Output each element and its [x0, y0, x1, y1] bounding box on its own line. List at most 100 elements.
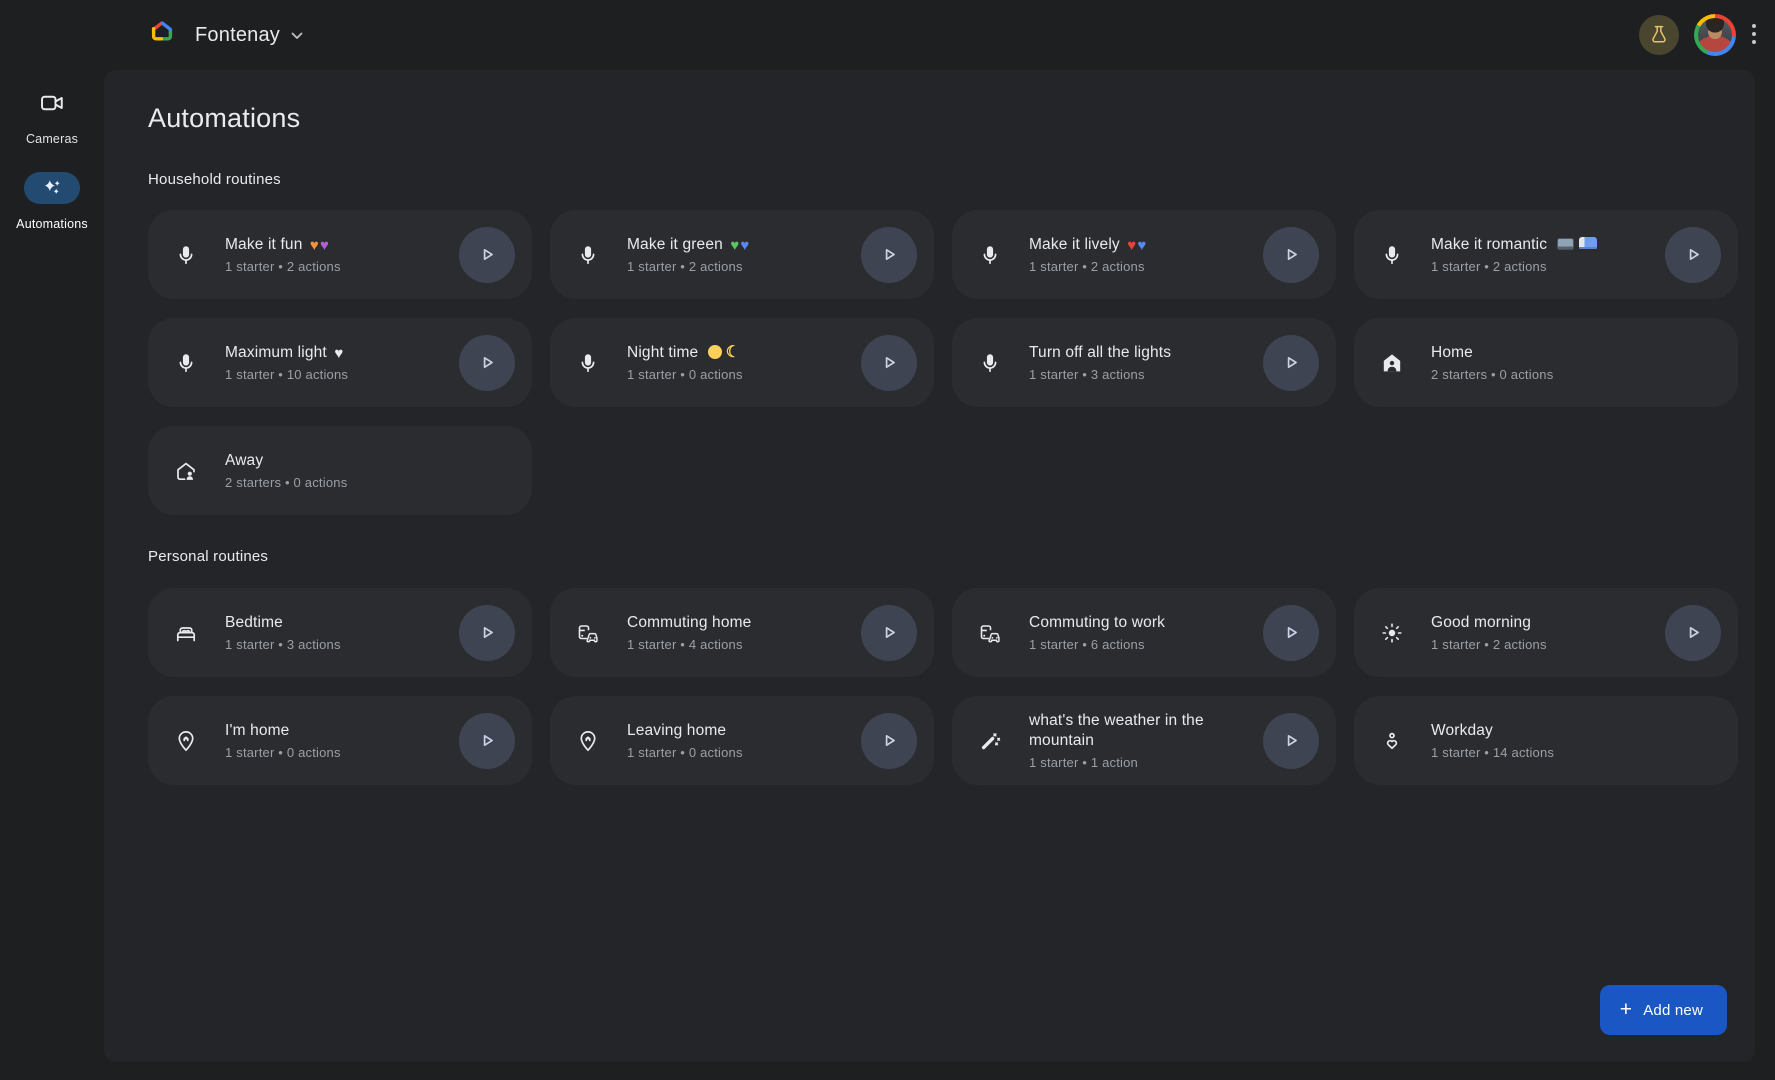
bed-icon	[174, 621, 198, 645]
routine-card[interactable]: Leaving home 1 starter • 0 actions	[550, 696, 934, 785]
routine-subtitle: 1 starter • 10 actions	[225, 367, 349, 382]
routine-text: Away 2 starters • 0 actions	[225, 451, 515, 490]
routine-card-grid: Make it fun ♥♥ 1 starter • 2 actions Make …	[148, 210, 1755, 515]
routine-card[interactable]: Make it lively ♥♥ 1 starter • 2 actions	[952, 210, 1336, 299]
routine-card[interactable]: Workday 1 starter • 14 actions	[1354, 696, 1738, 785]
routine-card[interactable]: Make it green ♥♥ 1 starter • 2 actions	[550, 210, 934, 299]
routine-text: what's the weather in the mountain 1 star…	[1029, 711, 1263, 770]
play-icon	[1282, 245, 1301, 264]
routine-subtitle: 1 starter • 2 actions	[1431, 259, 1547, 274]
sidebar-item-automations[interactable]: Automations	[0, 171, 104, 232]
routine-text: Leaving home 1 starter • 0 actions	[627, 721, 861, 760]
play-button[interactable]	[1665, 226, 1721, 283]
routine-card[interactable]: Maximum light ♥ 1 starter • 10 actions	[148, 318, 532, 407]
routine-subtitle: 2 starters • 0 actions	[225, 475, 348, 490]
routine-subtitle: 1 starter • 2 actions	[225, 259, 341, 274]
routine-card[interactable]: Commuting to work 1 starter • 6 actions	[952, 588, 1336, 677]
play-button[interactable]	[459, 334, 515, 391]
routine-subtitle: 1 starter • 0 actions	[627, 367, 743, 382]
routine-text: Bedtime 1 starter • 3 actions	[225, 613, 459, 652]
more-menu-button[interactable]	[1751, 23, 1757, 48]
routine-card[interactable]: Commuting home 1 starter • 4 actions	[550, 588, 934, 677]
routine-text: Maximum light ♥ 1 starter • 10 actions	[225, 343, 459, 382]
experiments-button[interactable]	[1639, 15, 1679, 55]
routine-text: I'm home 1 starter • 0 actions	[225, 721, 459, 760]
routine-subtitle: 1 starter • 2 actions	[627, 259, 743, 274]
routine-text: Make it green ♥♥ 1 starter • 2 actions	[627, 235, 861, 274]
play-icon	[1282, 353, 1301, 372]
routine-subtitle: 1 starter • 0 actions	[627, 745, 743, 760]
mic-icon	[978, 351, 1002, 375]
add-new-button[interactable]: + Add new	[1599, 985, 1727, 1035]
play-button[interactable]	[1665, 604, 1721, 661]
play-icon	[478, 245, 497, 264]
home-person-icon	[1380, 351, 1404, 375]
routine-card[interactable]: I'm home 1 starter • 0 actions	[148, 696, 532, 785]
routine-card[interactable]: Turn off all the lights 1 starter • 3 act…	[952, 318, 1336, 407]
play-icon	[880, 731, 899, 750]
home-away-icon	[174, 459, 198, 483]
routine-subtitle: 1 starter • 4 actions	[627, 637, 743, 652]
routine-card[interactable]: Good morning 1 starter • 2 actions	[1354, 588, 1738, 677]
emoji	[1556, 238, 1574, 250]
routine-card-grid: Bedtime 1 starter • 3 actions Commuting ho…	[148, 588, 1755, 785]
account-avatar[interactable]	[1694, 14, 1736, 56]
emoji: ♥	[740, 237, 750, 254]
routine-subtitle: 1 starter • 14 actions	[1431, 745, 1555, 760]
top-bar: Fontenay	[0, 0, 1775, 70]
section-title: Household routines	[148, 171, 281, 188]
routine-subtitle: 1 starter • 6 actions	[1029, 637, 1145, 652]
routine-card[interactable]: Away 2 starters • 0 actions	[148, 426, 532, 515]
play-icon	[478, 353, 497, 372]
workday-badge-icon	[1380, 729, 1404, 753]
flask-icon	[1639, 15, 1679, 55]
routine-title: Workday	[1431, 722, 1493, 739]
sun-icon	[1380, 621, 1404, 645]
routine-card[interactable]: Bedtime 1 starter • 3 actions	[148, 588, 532, 677]
play-button[interactable]	[861, 226, 917, 283]
mic-icon	[174, 351, 198, 375]
add-new-label: Add new	[1643, 1001, 1703, 1019]
routine-title: Make it green ♥♥	[627, 236, 750, 254]
sidebar-label-cameras: Cameras	[25, 132, 79, 146]
routine-title: Commuting home	[627, 614, 752, 631]
play-button[interactable]	[459, 712, 515, 769]
play-icon	[478, 623, 497, 642]
routine-sections: Household routines Make it fun ♥♥ 1 starte…	[104, 171, 1755, 785]
routine-card[interactable]: Home 2 starters • 0 actions	[1354, 318, 1738, 407]
automations-panel: Automations Household routines Make it fu…	[104, 70, 1755, 1062]
play-button[interactable]	[861, 604, 917, 661]
routine-text: Make it fun ♥♥ 1 starter • 2 actions	[225, 235, 459, 274]
mic-icon	[978, 243, 1002, 267]
play-button[interactable]	[1263, 604, 1319, 661]
routine-subtitle: 1 starter • 3 actions	[1029, 367, 1145, 382]
sidebar-item-cameras[interactable]: Cameras	[0, 86, 104, 147]
emoji: ♥	[309, 237, 319, 254]
emoji	[707, 345, 722, 359]
brand: Fontenay	[148, 0, 309, 70]
avatar	[1694, 14, 1736, 56]
mic-icon	[1380, 243, 1404, 267]
emoji: ♥	[319, 237, 330, 254]
play-button[interactable]	[1263, 712, 1319, 769]
play-button[interactable]	[861, 334, 917, 391]
commute-icon	[576, 621, 600, 645]
play-button[interactable]	[459, 604, 515, 661]
emoji: ♥	[1127, 237, 1137, 254]
routine-text: Make it lively ♥♥ 1 starter • 2 actions	[1029, 235, 1263, 274]
play-button[interactable]	[459, 226, 515, 283]
home-picker[interactable]: Fontenay	[189, 20, 309, 51]
more-vert-icon	[1751, 23, 1757, 48]
routine-card[interactable]: Make it fun ♥♥ 1 starter • 2 actions	[148, 210, 532, 299]
routine-title: Make it romantic	[1431, 235, 1657, 255]
routine-text: Make it romantic 1 starter • 2 actions	[1431, 235, 1665, 274]
routine-text: Turn off all the lights 1 starter • 3 act…	[1029, 343, 1263, 382]
play-button[interactable]	[861, 712, 917, 769]
play-button[interactable]	[1263, 334, 1319, 391]
routine-card[interactable]: Night time ☾ 1 starter • 0 actions	[550, 318, 934, 407]
routine-card[interactable]: Make it romantic 1 starter • 2 actions	[1354, 210, 1738, 299]
play-button[interactable]	[1263, 226, 1319, 283]
routine-text: Home 2 starters • 0 actions	[1431, 343, 1721, 382]
routine-card[interactable]: what's the weather in the mountain 1 star…	[952, 696, 1336, 785]
routine-title: Leaving home	[627, 722, 727, 739]
